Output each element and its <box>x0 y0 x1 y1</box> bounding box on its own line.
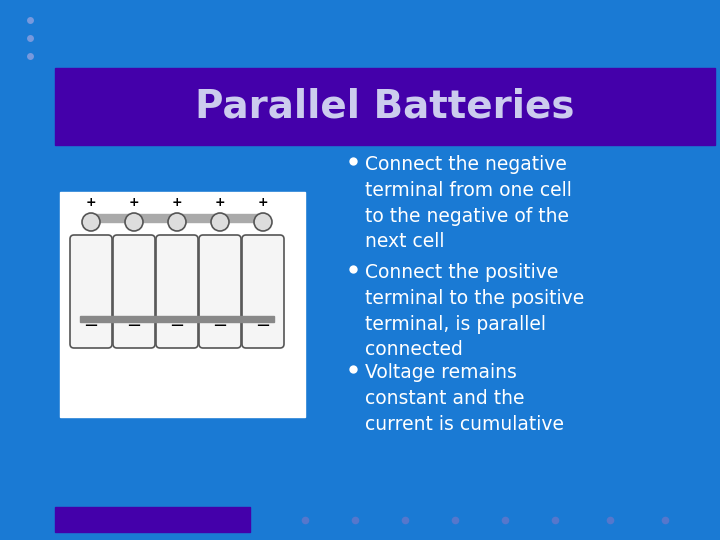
Circle shape <box>254 213 272 231</box>
Text: −: − <box>127 317 142 335</box>
Text: +: + <box>258 195 269 208</box>
Bar <box>80 316 274 322</box>
Text: −: − <box>212 317 228 335</box>
Bar <box>87 214 267 222</box>
FancyBboxPatch shape <box>199 235 241 348</box>
Text: +: + <box>215 195 225 208</box>
FancyBboxPatch shape <box>113 235 155 348</box>
Bar <box>55 68 715 145</box>
Circle shape <box>125 213 143 231</box>
Text: +: + <box>171 195 182 208</box>
Text: +: + <box>86 195 96 208</box>
Text: Voltage remains
constant and the
current is cumulative: Voltage remains constant and the current… <box>365 363 564 434</box>
FancyBboxPatch shape <box>70 235 112 348</box>
Bar <box>55 507 250 532</box>
FancyBboxPatch shape <box>242 235 284 348</box>
Text: −: − <box>256 317 271 335</box>
Text: −: − <box>84 317 99 335</box>
Text: Parallel Batteries: Parallel Batteries <box>195 88 575 126</box>
Circle shape <box>82 213 100 231</box>
Text: Connect the negative
terminal from one cell
to the negative of the
next cell: Connect the negative terminal from one c… <box>365 155 572 251</box>
FancyBboxPatch shape <box>156 235 198 348</box>
Circle shape <box>168 213 186 231</box>
Bar <box>60 192 305 417</box>
Text: −: − <box>169 317 184 335</box>
Circle shape <box>211 213 229 231</box>
Text: +: + <box>129 195 139 208</box>
Text: Connect the positive
terminal to the positive
terminal, is parallel
connected: Connect the positive terminal to the pos… <box>365 263 584 359</box>
